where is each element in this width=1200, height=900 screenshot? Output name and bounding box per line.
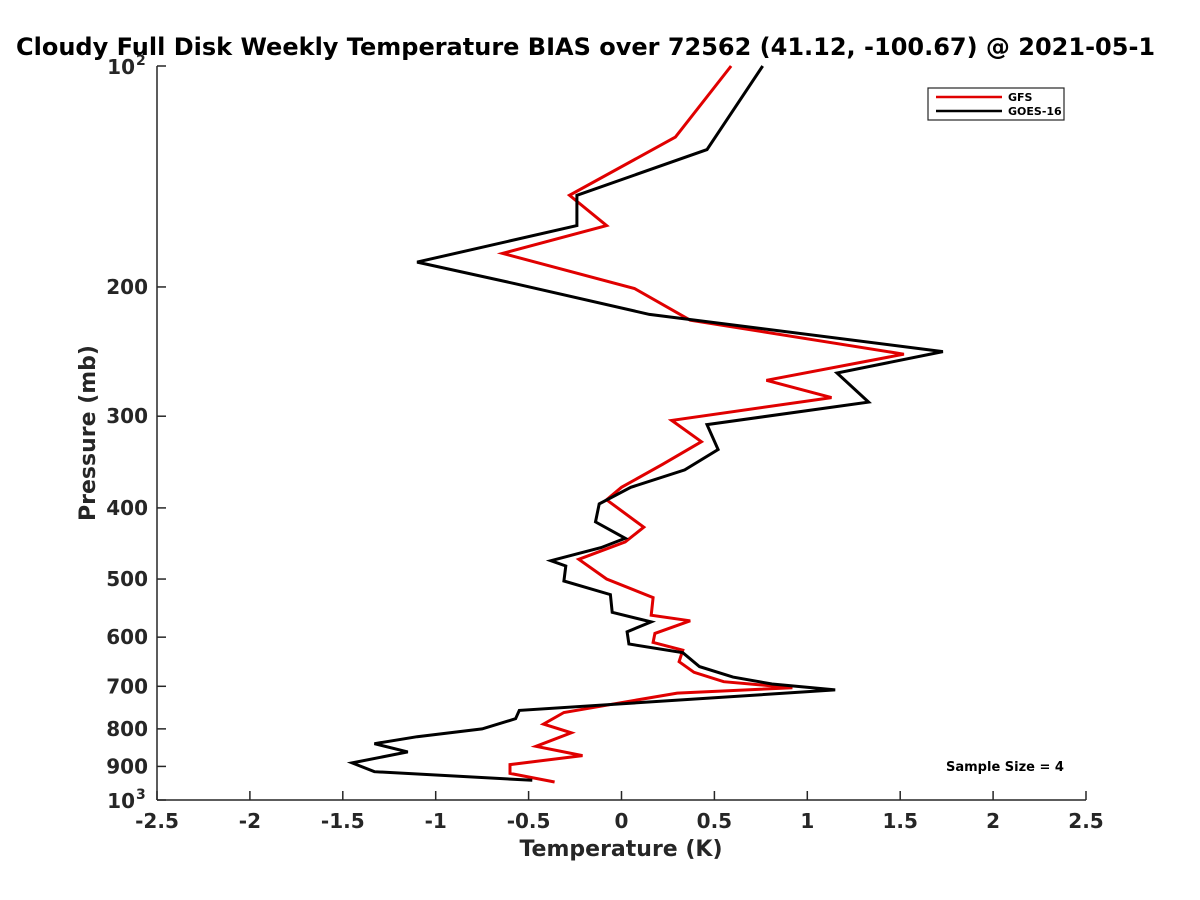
x-tick-label: 1 bbox=[800, 809, 814, 833]
y-tick-exponent: 2 bbox=[136, 53, 146, 69]
series-line-goes-16 bbox=[346, 65, 944, 782]
series-line-gfs bbox=[496, 65, 905, 784]
y-tick-label: 500 bbox=[106, 567, 148, 591]
y-tick-label: 600 bbox=[106, 625, 148, 649]
x-tick-label: 2 bbox=[986, 809, 1000, 833]
y-tick-label: 900 bbox=[106, 754, 148, 778]
x-axis-ticks: -2.5 -2 -1.5 -1 -0.5 0 0.5 1 1.5 2 2.5 bbox=[135, 791, 1104, 833]
y-tick-label: 700 bbox=[106, 674, 148, 698]
y-tick-label: 300 bbox=[106, 404, 148, 428]
chart-title: Cloudy Full Disk Weekly Temperature BIAS… bbox=[16, 33, 1155, 61]
x-tick-label: -0.5 bbox=[507, 809, 551, 833]
x-tick-label: -1.5 bbox=[321, 809, 365, 833]
legend-label-goes-16: GOES-16 bbox=[1008, 105, 1062, 118]
x-tick-label: 0.5 bbox=[697, 809, 732, 833]
y-tick-label: 10 bbox=[107, 789, 135, 813]
legend-label-gfs: GFS bbox=[1008, 91, 1033, 104]
x-tick-label: 0 bbox=[615, 809, 629, 833]
plot-area: -2.5 -2 -1.5 -1 -0.5 0 0.5 1 1.5 2 2.5 10 220030040… bbox=[106, 53, 1103, 833]
legend-box bbox=[927, 87, 1065, 121]
x-tick-label: 2.5 bbox=[1068, 809, 1103, 833]
x-tick-label: -2 bbox=[239, 809, 261, 833]
y-tick-label: 10 bbox=[107, 55, 135, 79]
y-axis-label: Pressure (mb) bbox=[76, 345, 101, 521]
y-tick-exponent: 3 bbox=[136, 787, 146, 803]
x-tick-label: -1 bbox=[425, 809, 447, 833]
x-axis-label: Temperature (K) bbox=[519, 837, 722, 862]
x-tick-label: -2.5 bbox=[135, 809, 179, 833]
series-lines bbox=[346, 65, 944, 784]
sample-size-annotation: Sample Size = 4 bbox=[946, 760, 1064, 775]
y-tick-label: 400 bbox=[106, 496, 148, 520]
y-tick-label: 200 bbox=[106, 275, 148, 299]
x-tick-label: 1.5 bbox=[882, 809, 917, 833]
y-tick-label: 800 bbox=[106, 717, 148, 741]
legend: GFS GOES-16 bbox=[927, 87, 1065, 121]
